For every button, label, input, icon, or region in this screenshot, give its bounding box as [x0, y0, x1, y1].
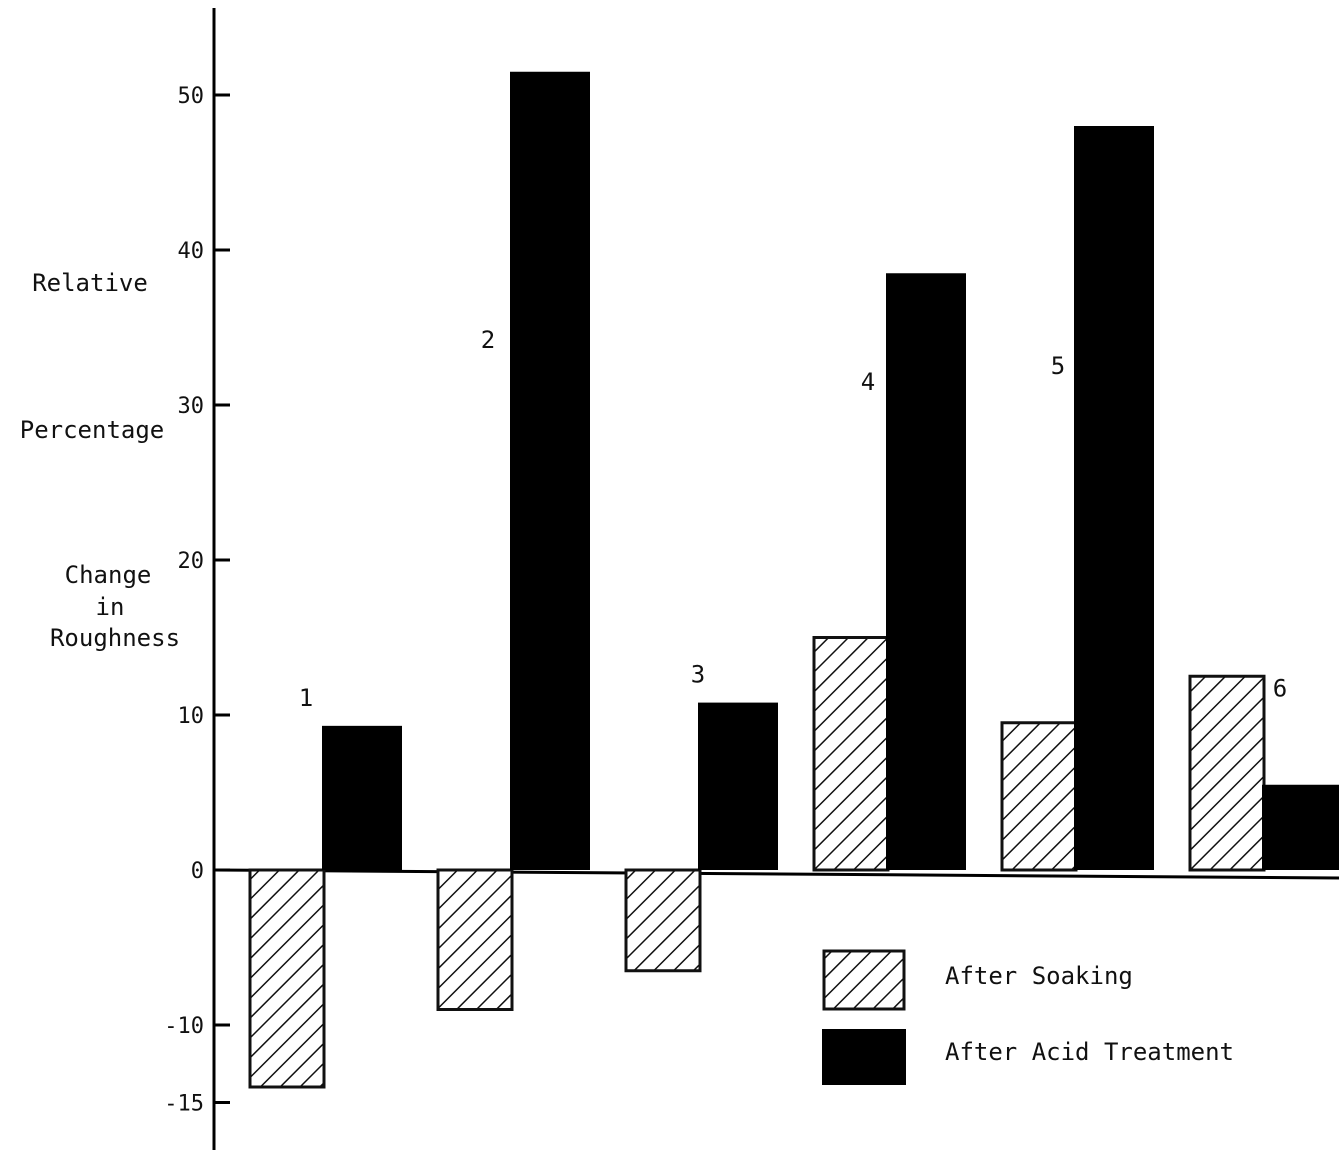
bar-after-acid-treatment-3 [698, 702, 778, 870]
category-labels: 1 2 3 4 5 6 [299, 326, 1287, 712]
category-label-1: 1 [299, 684, 313, 712]
category-label-5: 5 [1051, 352, 1065, 380]
bar-after-soaking-1 [248, 868, 326, 1089]
y-axis-label-line-1: Relative [32, 269, 148, 297]
y-axis-label-line-3: Change [65, 561, 152, 589]
bar-after-soaking-6 [1188, 674, 1266, 872]
bar-after-acid-treatment-1 [322, 725, 402, 870]
bar-after-soaking-4 [812, 636, 890, 872]
y-axis-label-line-4: in [96, 593, 125, 621]
zero-baseline [213, 868, 1339, 880]
y-tick-label: 40 [178, 239, 205, 264]
y-tick-label: 10 [178, 704, 205, 729]
y-tick-label: 50 [178, 84, 205, 109]
axes: 50 40 30 20 10 0 -10 -15 [164, 8, 1339, 1150]
y-tick-label: -15 [164, 1092, 204, 1117]
y-axis-label-line-5: Roughness [50, 624, 180, 652]
bar-after-acid-treatment-5 [1074, 126, 1154, 870]
bar-after-soaking-5 [1000, 721, 1078, 872]
y-axis-label-line-2: Percentage [20, 416, 165, 444]
bar-after-acid-treatment-4 [886, 273, 966, 870]
y-tick-label: 20 [178, 549, 205, 574]
category-label-4: 4 [861, 368, 875, 396]
bars [248, 71, 1339, 1089]
bar-after-acid-treatment-6 [1262, 784, 1339, 870]
category-label-6: 6 [1273, 674, 1287, 702]
legend-swatch-after-acid-treatment [822, 1029, 906, 1085]
y-tick-label: -10 [164, 1014, 204, 1039]
legend-swatch-after-soaking [822, 949, 906, 1011]
y-tick-label: 0 [191, 859, 204, 884]
y-axis-label: Relative Percentage Change in Roughness [20, 269, 180, 652]
category-label-3: 3 [691, 661, 705, 689]
legend: After Soaking After Acid Treatment [822, 949, 1234, 1085]
category-label-2: 2 [481, 326, 495, 354]
bar-after-acid-treatment-2 [510, 71, 590, 870]
legend-label-after-soaking: After Soaking [945, 962, 1133, 990]
legend-label-after-acid-treatment: After Acid Treatment [945, 1038, 1234, 1066]
bar-after-soaking-2 [436, 868, 514, 1011]
bar-after-soaking-3 [624, 868, 702, 973]
y-tick-label: 30 [178, 394, 205, 419]
